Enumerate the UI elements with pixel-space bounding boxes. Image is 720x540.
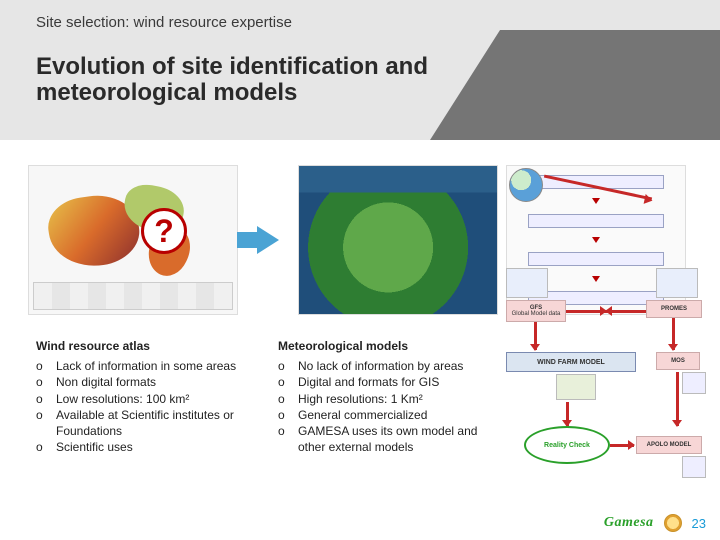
col-heading-left: Wind resource atlas: [36, 338, 264, 354]
gfs-map-icon: [506, 268, 548, 298]
map-legend: [33, 282, 233, 310]
bullet-text: No lack of information by areas: [298, 358, 463, 374]
gfs-box: GFS Global Model data: [506, 300, 566, 322]
gamesa-logo: Gamesa: [604, 515, 654, 531]
list-item: o GAMESA uses its own model and other ext…: [278, 423, 506, 455]
bullet-marker: o: [36, 358, 46, 374]
bullet-marker: o: [36, 391, 46, 407]
bullet-marker: o: [36, 374, 46, 390]
red-arrow-icon: [534, 322, 537, 350]
footer: Gamesa 23: [604, 514, 706, 532]
wind-farm-model-box: WIND FARM MODEL: [506, 352, 636, 372]
apolo-icon: [682, 456, 706, 478]
comparison-columns: Wind resource atlas o Lack of information…: [36, 338, 506, 455]
promes-map-icon: [656, 268, 698, 298]
question-mark-icon: ?: [141, 208, 187, 254]
page-title: Evolution of site identification and met…: [36, 54, 456, 107]
bullet-text: GAMESA uses its own model and other exte…: [298, 423, 506, 455]
bullet-list-left: o Lack of information in some areas o Non …: [36, 358, 264, 455]
list-item: o No lack of information by areas: [278, 358, 506, 374]
mos-label: MOS: [671, 358, 685, 364]
bullet-list-right: o No lack of information by areas o Digita…: [278, 358, 506, 455]
arrow-right-icon: [257, 226, 279, 254]
page-number: 23: [692, 516, 706, 531]
red-arrow-icon: [610, 444, 634, 447]
bullet-marker: o: [278, 374, 288, 390]
chevron-down-icon: [592, 198, 600, 204]
bullet-text: Digital and formats for GIS: [298, 374, 439, 390]
bullet-marker: o: [278, 423, 288, 455]
flow-box: [528, 214, 664, 228]
pretitle: Site selection: wind resource expertise: [36, 14, 292, 31]
bullet-text: Low resolutions: 100 km²: [56, 391, 189, 407]
col-heading-right: Meteorological models: [278, 338, 506, 354]
promes-box: PROMES: [646, 300, 702, 318]
wind-atlas-map-panel: ?: [28, 165, 238, 315]
globe-icon: [509, 168, 543, 202]
bullet-marker: o: [278, 407, 288, 423]
mos-box: MOS: [656, 352, 700, 370]
apolo-box: APOLO MODEL: [636, 436, 702, 454]
mos-icon: [682, 372, 706, 394]
promes-label: PROMES: [661, 306, 687, 312]
list-item: o General commercialized: [278, 407, 506, 423]
red-arrow-icon: [566, 402, 569, 426]
list-item: o Low resolutions: 100 km²: [36, 391, 264, 407]
chevron-down-icon: [592, 237, 600, 243]
bullet-text: Lack of information in some areas: [56, 358, 236, 374]
title-line-2: meteorological models: [36, 79, 297, 106]
col-wind-atlas: Wind resource atlas o Lack of information…: [36, 338, 264, 455]
arrow-wrap: [246, 226, 290, 254]
list-item: o Non digital formats: [36, 374, 264, 390]
list-item: o Scientific uses: [36, 439, 264, 455]
bullet-marker: o: [36, 407, 46, 439]
apolo-label: APOLO MODEL: [647, 442, 692, 448]
bullet-text: Available at Scientific institutes or Fo…: [56, 407, 264, 439]
bullet-marker: o: [278, 391, 288, 407]
col-meteo-models: Meteorological models o No lack of inform…: [278, 338, 506, 455]
list-item: o Available at Scientific institutes or F…: [36, 407, 264, 439]
bullet-marker: o: [278, 358, 288, 374]
bullet-text: High resolutions: 1 Km²: [298, 391, 423, 407]
reality-check-oval: Reality Check: [524, 426, 610, 464]
list-item: o Lack of information in some areas: [36, 358, 264, 374]
flow-box: [528, 252, 664, 266]
wind-farm-icon: [556, 374, 596, 400]
list-item: o High resolutions: 1 Km²: [278, 391, 506, 407]
terrain-map-panel: [298, 165, 498, 315]
model-diagram: GFS Global Model data PROMES WIND FARM M…: [506, 268, 706, 506]
gfs-sub: Global Model data: [512, 311, 561, 317]
red-arrow-icon: [676, 372, 679, 426]
list-item: o Digital and formats for GIS: [278, 374, 506, 390]
bullet-text: General commercialized: [298, 407, 427, 423]
bullet-text: Scientific uses: [56, 439, 133, 455]
bullet-text: Non digital formats: [56, 374, 156, 390]
red-arrow-icon: [672, 318, 675, 350]
logo-text: Gamesa: [604, 515, 654, 530]
bullet-marker: o: [36, 439, 46, 455]
red-arrow-icon: [606, 310, 646, 313]
logo-badge-icon: [664, 514, 682, 532]
title-line-1: Evolution of site identification and: [36, 53, 428, 80]
